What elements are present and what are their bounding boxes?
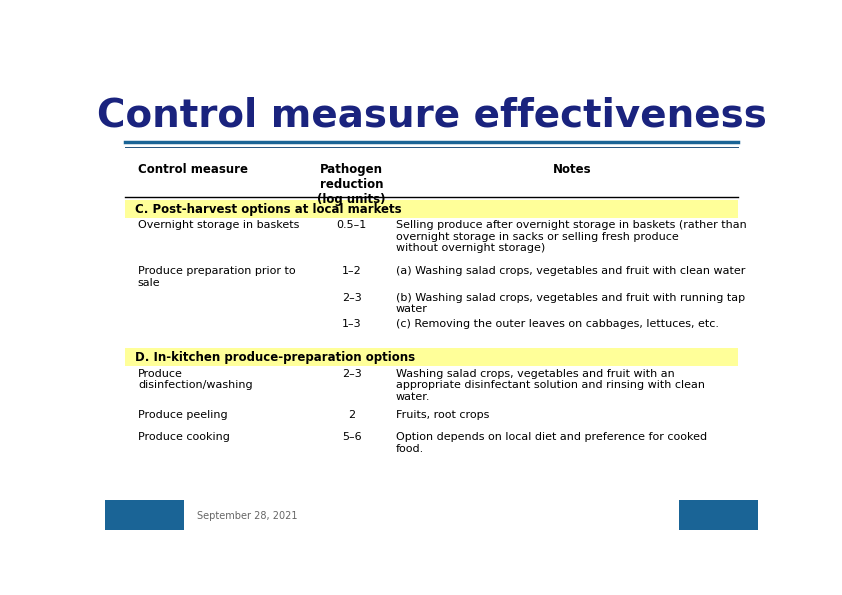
Text: Produce peeling: Produce peeling: [138, 410, 227, 420]
Text: Control measure effectiveness: Control measure effectiveness: [97, 96, 766, 134]
Text: 0.5–1: 0.5–1: [337, 220, 367, 230]
Text: 5–6: 5–6: [342, 432, 361, 442]
Text: Selling produce after overnight storage in baskets (rather than
overnight storag: Selling produce after overnight storage …: [396, 220, 746, 253]
Text: 2: 2: [348, 410, 355, 420]
Text: 1–2: 1–2: [342, 266, 361, 276]
Bar: [125, 348, 738, 367]
Text: D. In-kitchen produce-preparation options: D. In-kitchen produce-preparation option…: [135, 351, 415, 364]
Text: (c) Removing the outer leaves on cabbages, lettuces, etc.: (c) Removing the outer leaves on cabbage…: [396, 320, 718, 329]
Bar: [679, 500, 758, 530]
Text: Option depends on local diet and preference for cooked
food.: Option depends on local diet and prefere…: [396, 432, 706, 453]
Text: Fruits, root crops: Fruits, root crops: [396, 410, 489, 420]
Text: Control measure: Control measure: [138, 163, 248, 176]
Text: C. Post-harvest options at local markets: C. Post-harvest options at local markets: [135, 203, 402, 216]
Text: Produce preparation prior to
sale: Produce preparation prior to sale: [138, 266, 296, 288]
Text: (a) Washing salad crops, vegetables and fruit with clean water: (a) Washing salad crops, vegetables and …: [396, 266, 745, 276]
Text: Produce
disinfection/washing: Produce disinfection/washing: [138, 369, 253, 390]
Text: Produce cooking: Produce cooking: [138, 432, 230, 442]
Text: Pathogen
reduction
(log units): Pathogen reduction (log units): [317, 163, 386, 206]
Text: 2–3: 2–3: [342, 369, 361, 379]
Text: Overnight storage in baskets: Overnight storage in baskets: [138, 220, 299, 230]
Text: September 28, 2021: September 28, 2021: [197, 511, 297, 521]
Bar: [125, 200, 738, 218]
Text: 1–3: 1–3: [342, 320, 361, 329]
Text: (b) Washing salad crops, vegetables and fruit with running tap
water: (b) Washing salad crops, vegetables and …: [396, 293, 745, 314]
Text: 2–3: 2–3: [342, 293, 361, 303]
Text: Washing salad crops, vegetables and fruit with an
appropriate disinfectant solut: Washing salad crops, vegetables and frui…: [396, 369, 705, 402]
Bar: [105, 500, 184, 530]
Text: Notes: Notes: [552, 163, 591, 176]
